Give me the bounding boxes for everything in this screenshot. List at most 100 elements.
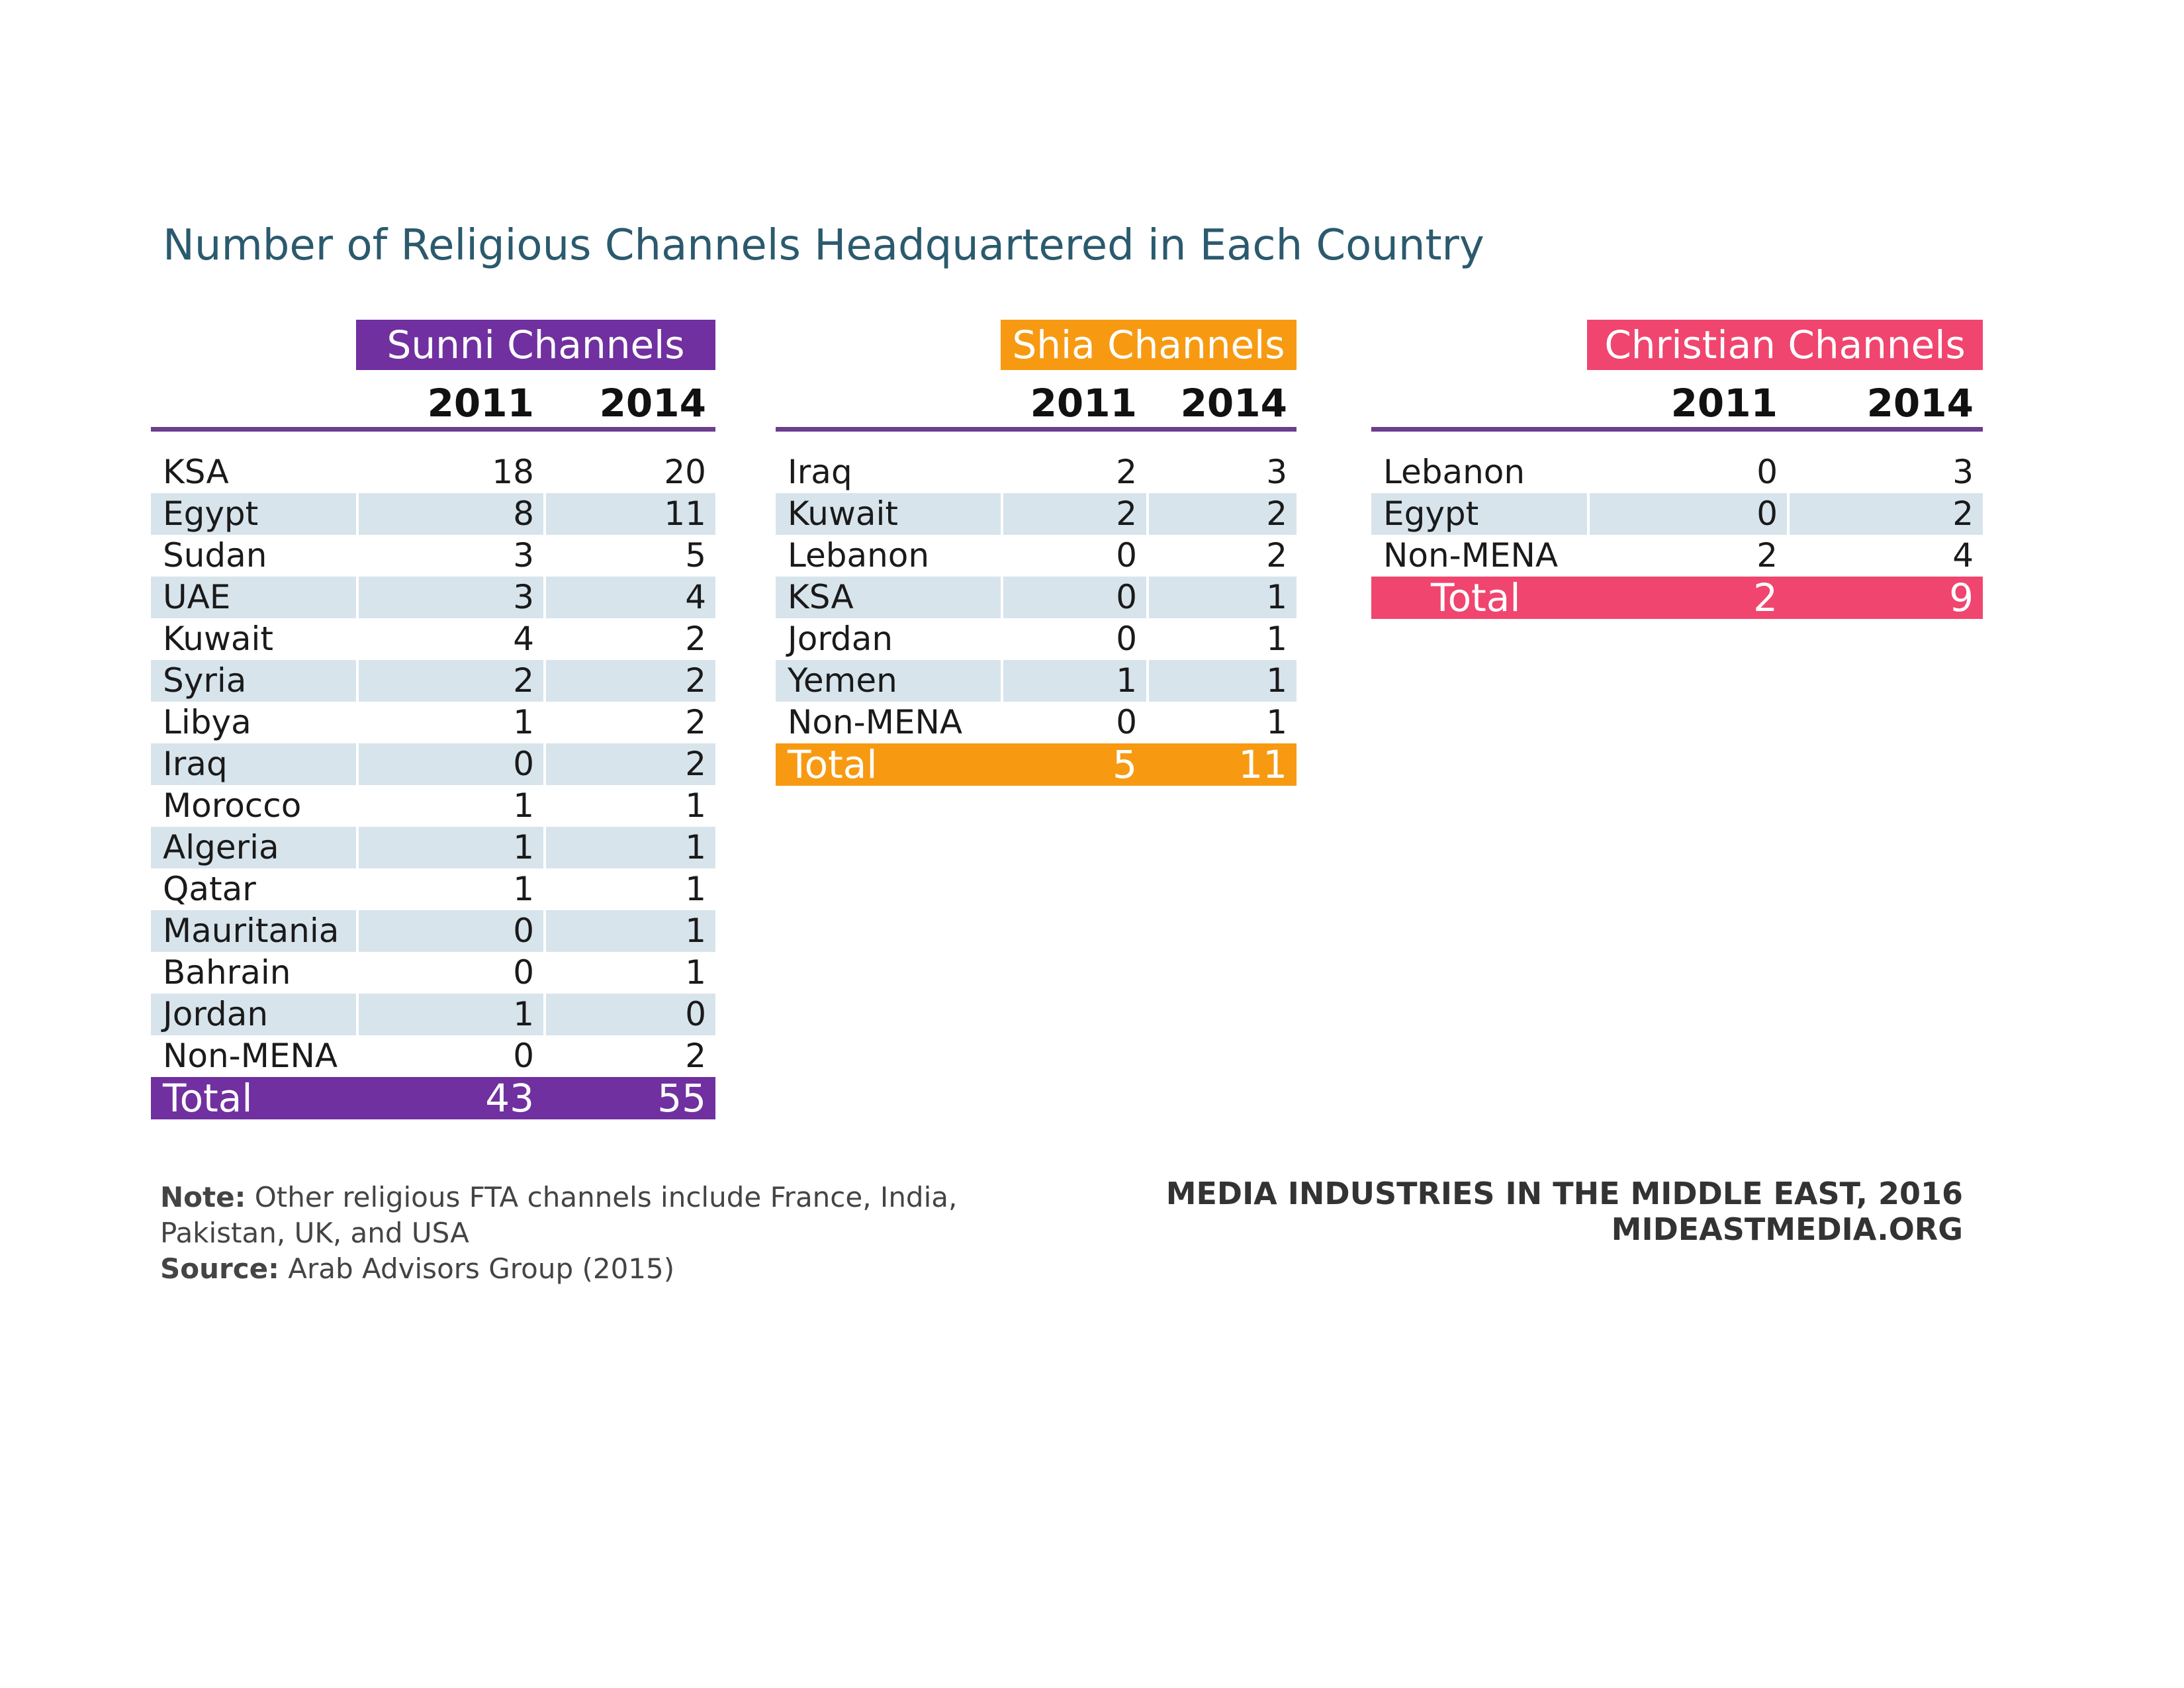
value-2014-cell: 11 [546, 493, 715, 535]
table-row: Jordan 0 1 [776, 618, 1297, 660]
table-row: Qatar 1 1 [151, 868, 715, 910]
table-row: Iraq 0 2 [151, 743, 715, 785]
country-cell: Non-MENA [1383, 536, 1559, 575]
christian-header: Christian Channels [1587, 320, 1983, 370]
table-row: Kuwait 2 2 [776, 493, 1297, 535]
country-cell: KSA [776, 577, 1001, 618]
shia-header: Shia Channels [1001, 320, 1297, 370]
country-cell: Jordan [151, 994, 356, 1035]
value-2014-cell: 2 [546, 660, 715, 702]
country-cell: Jordan [788, 620, 893, 658]
footnote: Note: Other religious FTA channels inclu… [160, 1180, 1087, 1287]
country-cell: Qatar [163, 870, 256, 908]
value-2014-cell: 1 [1266, 703, 1287, 741]
total-2014-cell: 9 [1949, 575, 1974, 620]
value-2011-cell: 1 [359, 827, 543, 868]
table-row: Egypt 0 2 [1371, 493, 1983, 535]
value-2014-cell: 1 [1149, 577, 1297, 618]
total-2011-cell: 43 [485, 1076, 534, 1121]
country-cell: Yemen [776, 660, 1001, 702]
country-cell: Bahrain [163, 953, 291, 992]
total-2011-cell: 2 [1753, 575, 1778, 620]
country-cell: Morocco [163, 786, 302, 825]
value-2014-cell: 2 [546, 743, 715, 785]
country-cell: Sudan [163, 536, 267, 575]
value-2014-cell: 2 [685, 703, 706, 741]
value-2011-cell: 0 [359, 743, 543, 785]
shia-year-2014: 2014 [1180, 381, 1287, 426]
christian-table: Christian Channels 2011 2014 Lebanon 0 3 Egypt… [1371, 320, 1983, 619]
total-label: Total [788, 742, 878, 787]
christian-year-2014: 2014 [1866, 381, 1974, 426]
value-2011-cell: 0 [1003, 577, 1146, 618]
total-label: Total [163, 1076, 253, 1121]
value-2014-cell: 4 [1952, 536, 1974, 575]
table-row: Yemen 1 1 [776, 660, 1297, 702]
value-2011-cell: 2 [1003, 493, 1146, 535]
total-2014-cell: 11 [1238, 742, 1287, 787]
christian-total-row: Total 2 9 [1371, 577, 1983, 619]
value-2014-cell: 20 [664, 453, 706, 491]
country-cell: Mauritania [151, 910, 356, 952]
value-2014-cell: 0 [546, 994, 715, 1035]
shia-year-2011: 2011 [1030, 381, 1137, 426]
table-row: KSA 18 20 [151, 451, 715, 493]
value-2011-cell: 0 [1590, 493, 1787, 535]
source-text: Arab Advisors Group (2015) [279, 1252, 675, 1285]
table-row: Egypt 8 11 [151, 493, 715, 535]
table-row: Lebanon 0 2 [776, 535, 1297, 577]
value-2011-cell: 4 [513, 620, 534, 658]
shia-table: Shia Channels 2011 2014 Iraq 2 3 Kuwait 2 2 Leban… [776, 320, 1297, 786]
credit-line-1: MEDIA INDUSTRIES IN THE MIDDLE EAST, 201… [1165, 1176, 1963, 1211]
country-cell: KSA [163, 453, 229, 491]
table-row: Sudan 3 5 [151, 535, 715, 577]
table-row: Libya 1 2 [151, 702, 715, 743]
value-2011-cell: 2 [359, 660, 543, 702]
value-2014-cell: 2 [685, 620, 706, 658]
value-2014-cell: 2 [685, 1037, 706, 1075]
sunni-total-row: Total 43 55 [151, 1077, 715, 1119]
value-2011-cell: 3 [513, 536, 534, 575]
value-2011-cell: 0 [1756, 453, 1778, 491]
value-2011-cell: 0 [1116, 703, 1137, 741]
table-row: Bahrain 0 1 [151, 952, 715, 994]
total-2011-cell: 5 [1113, 742, 1137, 787]
value-2014-cell: 1 [1266, 620, 1287, 658]
value-2011-cell: 3 [359, 577, 543, 618]
table-row: KSA 0 1 [776, 577, 1297, 618]
sunni-year-2011: 2011 [427, 381, 534, 426]
table-row: Non-MENA 0 1 [776, 702, 1297, 743]
value-2014-cell: 1 [685, 786, 706, 825]
country-cell: Libya [163, 703, 251, 741]
table-row: Kuwait 4 2 [151, 618, 715, 660]
note-text: Other religious FTA channels include Fra… [160, 1181, 958, 1249]
note-label: Note: [160, 1181, 246, 1213]
sunni-table: Sunni Channels 2011 2014 KSA 18 20 Egypt 8 11 Sud… [151, 320, 715, 1119]
country-cell: Egypt [1371, 493, 1587, 535]
value-2011-cell: 18 [492, 453, 534, 491]
value-2011-cell: 2 [1116, 453, 1137, 491]
table-row: UAE 3 4 [151, 577, 715, 618]
value-2011-cell: 0 [513, 1037, 534, 1075]
value-2011-cell: 1 [513, 870, 534, 908]
table-row: Morocco 1 1 [151, 785, 715, 827]
country-cell: Iraq [788, 453, 852, 491]
value-2014-cell: 4 [546, 577, 715, 618]
value-2011-cell: 0 [359, 910, 543, 952]
value-2011-cell: 8 [359, 493, 543, 535]
value-2014-cell: 5 [685, 536, 706, 575]
table-row: Algeria 1 1 [151, 827, 715, 868]
country-cell: Iraq [151, 743, 356, 785]
value-2011-cell: 0 [1116, 620, 1137, 658]
table-row: Mauritania 0 1 [151, 910, 715, 952]
value-2014-cell: 1 [685, 953, 706, 992]
value-2011-cell: 1 [513, 786, 534, 825]
country-cell: Algeria [151, 827, 356, 868]
value-2014-cell: 2 [1790, 493, 1983, 535]
sunni-year-2014: 2014 [599, 381, 706, 426]
table-row: Syria 2 2 [151, 660, 715, 702]
table-row: Jordan 1 0 [151, 994, 715, 1035]
value-2011-cell: 1 [513, 703, 534, 741]
table-row: Lebanon 0 3 [1371, 451, 1983, 493]
country-cell: Kuwait [776, 493, 1001, 535]
